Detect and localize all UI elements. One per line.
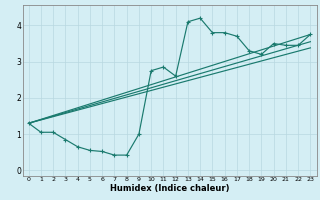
X-axis label: Humidex (Indice chaleur): Humidex (Indice chaleur) (110, 184, 229, 193)
